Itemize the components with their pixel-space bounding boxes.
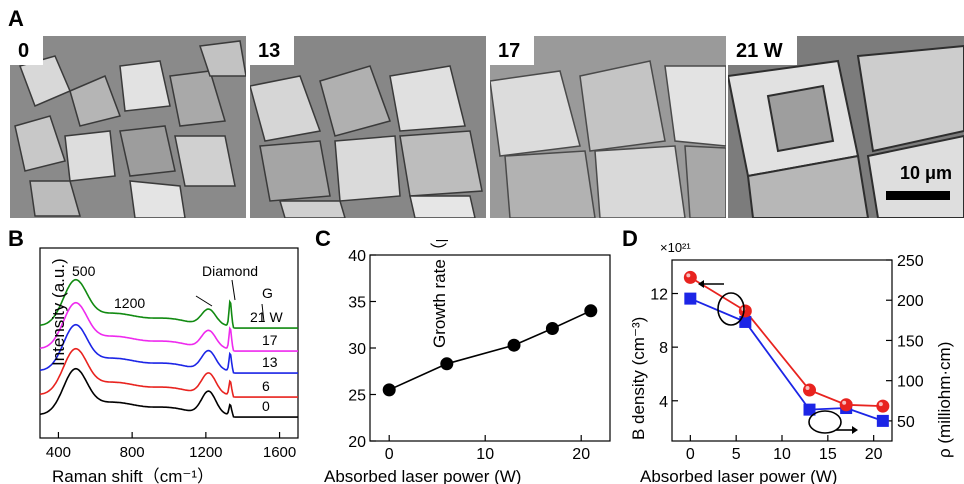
- sem-texture: [10, 36, 246, 218]
- x-tick-label: 800: [120, 444, 145, 461]
- raman-series-line: [39, 278, 298, 329]
- y-tick-label: 25: [348, 388, 366, 405]
- b-density-point: [839, 398, 853, 412]
- sem-texture: [250, 36, 486, 218]
- panel-letter-b: B: [8, 226, 24, 251]
- annotation-1200: 1200: [114, 295, 145, 311]
- axis-indicator-ellipse-right: [808, 410, 842, 434]
- y2-tick-label: 200: [897, 293, 924, 310]
- annotation-g: G: [262, 285, 273, 301]
- x-tick-label: 1600: [263, 444, 296, 461]
- y-tick-label: 40: [348, 248, 366, 265]
- plot-frame: [39, 247, 299, 439]
- panel-letter-d: D: [622, 226, 638, 251]
- sem-image-17: 17: [490, 36, 726, 218]
- b-density-point-highlight: [686, 273, 691, 278]
- y-axis-label: Intensity (a.u.): [49, 258, 68, 366]
- x-tick-label: 10: [476, 446, 494, 463]
- resistivity-point: [876, 414, 889, 427]
- sem-label: 13: [250, 36, 295, 65]
- y-tick-label: 4: [659, 394, 668, 411]
- x-tick-label: 400: [46, 444, 71, 461]
- arrow-head-right: [852, 426, 858, 434]
- x-tick-label: 10: [773, 446, 791, 463]
- y-tick-label: 12: [650, 287, 668, 304]
- raman-series-line: [39, 301, 298, 352]
- plot-frame: [369, 254, 611, 442]
- y-multiplier: ×10²¹: [660, 240, 691, 255]
- x-tick-label: 20: [572, 446, 590, 463]
- raman-series-line: [39, 367, 298, 418]
- annotation-500: 500: [72, 263, 96, 279]
- resistivity-point: [739, 315, 752, 328]
- panel-letter-c: C: [315, 226, 331, 251]
- series-label: 17: [262, 332, 278, 348]
- x-tick-label: 15: [819, 446, 837, 463]
- y2-axis-label: ρ (milliohm·cm): [935, 342, 954, 458]
- series-label: 6: [262, 378, 270, 394]
- y2-tick-label: 150: [897, 333, 924, 350]
- arrow-head-left: [698, 280, 704, 288]
- y-tick-label: 35: [348, 295, 366, 312]
- data-point: [545, 321, 559, 335]
- sem-label: 0: [10, 36, 44, 65]
- b-density-point: [738, 304, 752, 318]
- y-tick-label: 8: [659, 340, 668, 357]
- sem-texture: [490, 36, 726, 218]
- boron-density-resistivity-chart: ×10²¹ 4 8 12 50 100 150 200 250 0 5 10 15 20 B densi…: [629, 240, 954, 484]
- sem-texture: [728, 36, 964, 218]
- y-axis-label: Growth rate（μm/hour）: [430, 240, 449, 348]
- b-density-point: [803, 383, 816, 397]
- sem-image-21w: 21 W 10 μm: [728, 36, 964, 218]
- x-tick-label: 0: [385, 446, 394, 463]
- sem-image-0: 0: [10, 36, 246, 218]
- resistivity-point: [684, 292, 697, 305]
- x-axis-label: Absorbed laser power (W): [640, 467, 837, 484]
- sem-label: 17: [490, 36, 535, 65]
- y-axis-label: B density (cm⁻³): [629, 317, 648, 440]
- raman-series-line: [39, 323, 298, 374]
- annotation-arrow-diamond: [231, 279, 236, 301]
- y2-tick-label: 50: [897, 414, 915, 431]
- b-density-point-highlight: [878, 402, 883, 407]
- growth-rate-line: [388, 310, 592, 391]
- scale-bar-label: 10 μm: [899, 163, 952, 183]
- data-point: [584, 304, 598, 318]
- x-tick-label: 5: [732, 446, 741, 463]
- x-axis-label: Raman shift（cm⁻¹）: [52, 467, 214, 484]
- annotation-arrow-1200: [195, 295, 213, 307]
- b-density-line: [689, 276, 883, 407]
- annotation-diamond: Diamond: [202, 263, 258, 279]
- x-tick-label: 1200: [189, 444, 222, 461]
- raman-spectra-chart: 400 800 1200 1600 Intensity (a.u.) Raman sh…: [39, 247, 299, 484]
- axis-indicator-ellipse-left: [717, 292, 745, 326]
- raman-series-line: [39, 347, 298, 398]
- x-tick-label: 0: [686, 446, 695, 463]
- series-label: 13: [262, 354, 278, 370]
- x-tick-label: 20: [865, 446, 883, 463]
- data-point: [440, 357, 454, 371]
- b-density-point-highlight: [842, 400, 847, 405]
- series-label: 0: [262, 398, 270, 414]
- sem-label: 21 W: [728, 36, 797, 65]
- y-tick-label: 20: [348, 434, 366, 451]
- panel-letter-a: A: [8, 6, 24, 31]
- sem-image-13: 13: [250, 36, 486, 218]
- growth-rate-chart: 20 25 30 35 40 0 10 20 Growth rate（μm/hour） Abs…: [324, 240, 611, 484]
- b-density-point-highlight: [805, 386, 810, 391]
- data-point: [382, 383, 396, 397]
- b-density-point: [876, 399, 890, 413]
- b-density-point: [683, 270, 697, 284]
- y2-tick-label: 100: [897, 374, 924, 391]
- series-label: 21 W: [250, 309, 283, 325]
- y2-tick-label: 250: [897, 253, 924, 270]
- y-tick-label: 30: [348, 341, 366, 358]
- data-point: [507, 338, 521, 352]
- annotation-arrow-g: [261, 303, 265, 323]
- x-axis-label: Absorbed laser power (W): [324, 467, 521, 484]
- scale-bar: [886, 191, 950, 200]
- resistivity-point: [803, 403, 816, 416]
